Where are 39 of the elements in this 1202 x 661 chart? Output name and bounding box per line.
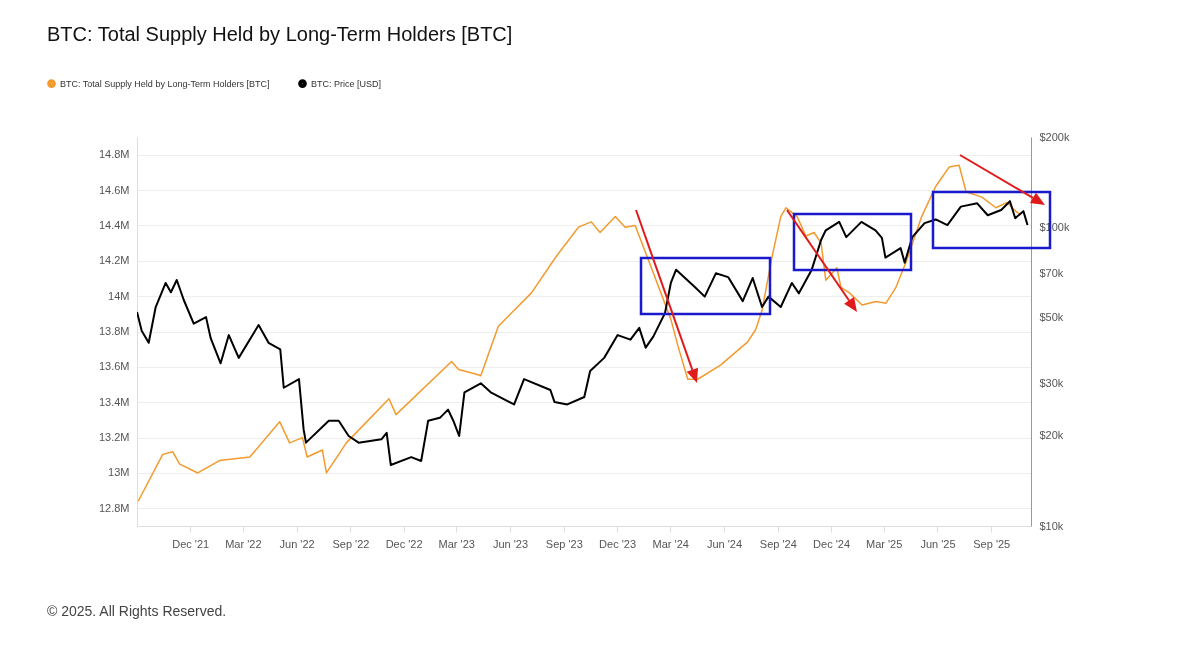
- y-tick-label: 13.4M: [98, 395, 130, 408]
- y-tick-label: 13.8M: [98, 325, 130, 337]
- x-tick-label: Dec '21: [172, 537, 210, 550]
- y-tick-label: 13.2M: [98, 431, 130, 444]
- x-tick-label: Dec '22: [385, 537, 423, 550]
- x-tick-label: Mar '25: [865, 537, 903, 550]
- y-tick-label: 14.4M: [98, 218, 130, 231]
- x-tick-label: Sep '25: [973, 537, 1011, 550]
- x-tick-label: Jun '24: [706, 537, 743, 550]
- x-tick-label: Sep '22: [332, 537, 370, 550]
- chart-title: BTC: Total Supply Held by Long-Term Holders [BTC]: [47, 23, 513, 45]
- x-tick-label: Dec '24: [813, 537, 851, 550]
- x-tick-label: Jun '22: [279, 537, 315, 550]
- x-tick-label: Sep '24: [759, 537, 797, 550]
- y-tick-label: 14.6M: [98, 183, 130, 196]
- y-tick-label: 14.2M: [98, 254, 130, 267]
- y2-tick-label: $70k: [1039, 266, 1064, 279]
- y-tick-label: 14M: [108, 289, 130, 302]
- legend-label: BTC: Price [USD]: [311, 78, 382, 89]
- x-tick-label: Sep '23: [545, 537, 583, 550]
- line-series: [137, 164, 1022, 502]
- y2-tick-label: $30k: [1039, 376, 1064, 389]
- x-tick-label: Jun '23: [492, 537, 529, 550]
- x-tick-label: Mar '23: [438, 537, 475, 550]
- y-tick-label: 14.8M: [98, 148, 130, 161]
- y-tick-label: 12.8M: [98, 501, 130, 514]
- line-series: [137, 200, 1029, 466]
- y2-tick-label: $50k: [1039, 310, 1064, 323]
- text: © 2025. All Rights Reserved.: [47, 603, 227, 619]
- x-tick-label: Mar '22: [225, 537, 262, 550]
- y2-tick-label: $200k: [1039, 130, 1070, 143]
- y-tick-label: 13M: [108, 466, 130, 479]
- x-tick-label: Mar '24: [652, 537, 689, 550]
- y2-tick-label: $20k: [1039, 429, 1064, 442]
- y-tick-label: 13.6M: [98, 360, 130, 373]
- y2-tick-label: $10k: [1039, 519, 1064, 532]
- legend-label: BTC: Total Supply Held by Long-Term Holders [BTC]: [60, 78, 270, 89]
- x-tick-label: Dec '23: [599, 537, 637, 550]
- x-tick-label: Jun '25: [920, 537, 956, 550]
